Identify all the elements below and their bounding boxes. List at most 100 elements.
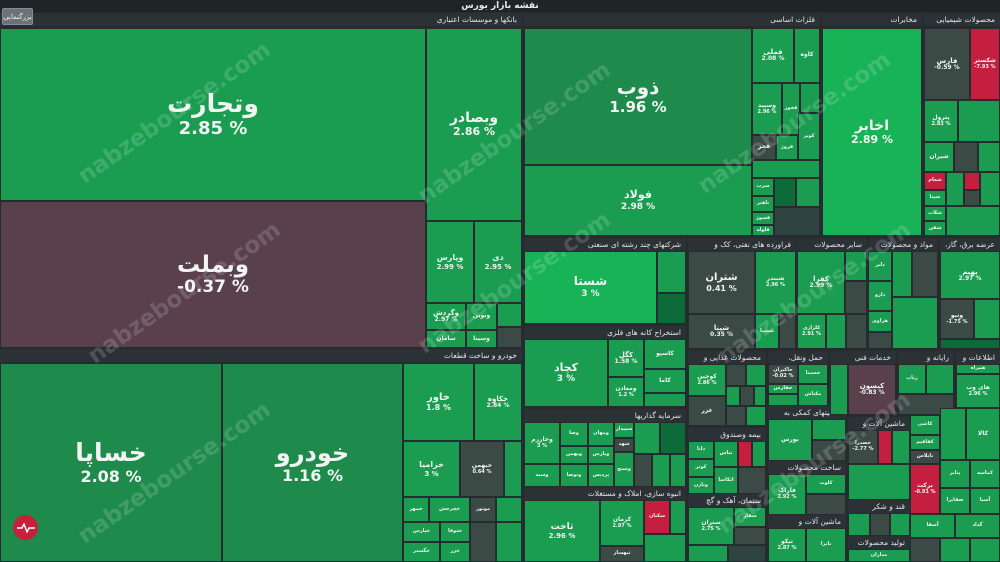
- small-tile[interactable]: [980, 172, 1000, 206]
- tile-vmaaden[interactable]: ومعادن 1.2 %: [608, 377, 644, 407]
- tile-faras[interactable]: فارس -0.59 %: [924, 28, 970, 100]
- tile-shesta[interactable]: شستا 3 %: [524, 251, 657, 324]
- sector-header-metals[interactable]: فلزات اساسی: [524, 13, 820, 26]
- small-tile[interactable]: [826, 314, 846, 349]
- tile-shsepa[interactable]: شسپا: [755, 314, 779, 349]
- tile-dalbar[interactable]: دلبر: [868, 251, 892, 281]
- tile-vsanj[interactable]: وسنج: [614, 452, 634, 487]
- tile-bnas[interactable]: بناس: [714, 441, 738, 467]
- small-tile[interactable]: [912, 251, 938, 297]
- tile-vsa[interactable]: وصا: [560, 422, 588, 446]
- small-tile[interactable]: [890, 513, 910, 536]
- tile-khmohr[interactable]: خمهر: [403, 497, 429, 522]
- tile-shlab[interactable]: شلاب: [924, 206, 946, 221]
- tile-sfar[interactable]: سفار: [734, 507, 766, 527]
- tile-darou[interactable]: دارو: [868, 281, 892, 311]
- tile-pardis[interactable]: پردیس: [588, 464, 614, 487]
- tile-kerman[interactable]: کرمان 2.97 %: [600, 500, 644, 546]
- tile-khsapa[interactable]: خساپا 2.08 %: [0, 363, 222, 562]
- tile-hway[interactable]: های وب 2.96 %: [956, 374, 1000, 408]
- tile-sakenan[interactable]: سکنان: [644, 500, 670, 534]
- small-tile[interactable]: [812, 440, 846, 461]
- tile-khtoogha[interactable]: ختوقا: [440, 522, 470, 542]
- tile-bahonar[interactable]: باهنر: [752, 196, 774, 212]
- tile-kfra[interactable]: کفرا 2.99 %: [797, 251, 845, 314]
- sector-header-ceramic[interactable]: ساخت محصولات: [768, 461, 846, 474]
- small-tile[interactable]: [830, 364, 848, 415]
- tile-mktash[interactable]: مکتاش: [798, 384, 828, 406]
- tile-tiko[interactable]: تیکو 2.87 %: [768, 528, 806, 562]
- tile-froz[interactable]: فروژ: [776, 135, 798, 160]
- tile-floleh[interactable]: فلوله: [752, 225, 774, 236]
- tile-bors[interactable]: بورس: [768, 419, 812, 461]
- sector-header-investment[interactable]: سرمایه گذاریها: [524, 409, 686, 422]
- tile-kavir[interactable]: کویر: [798, 113, 820, 160]
- tile-vtazen[interactable]: وتازن: [688, 477, 714, 494]
- tile-shegostar[interactable]: شکستر -7.93 %: [970, 28, 1000, 100]
- tile-khpars[interactable]: خپارس: [403, 522, 440, 542]
- tile-kaveh[interactable]: کاوه: [794, 28, 820, 83]
- tile-khgostar[interactable]: خگستر: [403, 542, 440, 562]
- tile-kamaseh[interactable]: کماسه: [970, 460, 1000, 488]
- small-tile[interactable]: [660, 422, 686, 454]
- tile-klazazi[interactable]: کلزازی 2.91 %: [797, 314, 826, 349]
- small-tile[interactable]: [870, 513, 890, 536]
- sector-header-refinery[interactable]: فراورده های نفتی، کک و: [688, 238, 796, 251]
- small-tile[interactable]: [892, 297, 938, 349]
- tile-ratap[interactable]: رتاپ: [898, 364, 926, 394]
- small-tile[interactable]: [754, 386, 766, 406]
- tile-hsina[interactable]: حسینا: [798, 364, 828, 384]
- small-tile[interactable]: [845, 281, 867, 314]
- tile-kama[interactable]: کاما: [644, 369, 686, 393]
- sector-header-machinery[interactable]: ماشین آلات و: [848, 417, 910, 430]
- small-tile[interactable]: [892, 251, 912, 297]
- small-tile[interactable]: [774, 178, 796, 207]
- small-tile[interactable]: [940, 408, 966, 460]
- small-tile[interactable]: [848, 464, 910, 500]
- sector-header-radio[interactable]: رایانه و: [898, 351, 954, 364]
- sector-header-transport2[interactable]: حمل ونقل،: [768, 351, 828, 364]
- tile-safaira[interactable]: صفایرا: [940, 488, 970, 514]
- tile-shahd[interactable]: شهد: [614, 438, 634, 452]
- small-tile[interactable]: [812, 419, 846, 440]
- small-tile[interactable]: [779, 314, 796, 349]
- tile-hfaras[interactable]: حفارس: [768, 384, 798, 394]
- small-tile[interactable]: [796, 178, 820, 207]
- tile-khzar[interactable]: خزر: [440, 542, 470, 562]
- small-tile[interactable]: [728, 545, 766, 562]
- tile-vtoosa[interactable]: وتوصا: [560, 464, 588, 487]
- sector-header-auto[interactable]: خودرو و ساخت قطعات: [0, 349, 522, 362]
- small-tile[interactable]: [958, 100, 1000, 142]
- tile-thbehsaz[interactable]: ثبهساز: [600, 546, 644, 562]
- sector-header-insurance[interactable]: بیمه وصندوق: [688, 428, 766, 441]
- tile-khcharkhesh[interactable]: خچرخش: [429, 497, 470, 522]
- tile-fameli[interactable]: فملی 2.08 %: [752, 28, 794, 83]
- tile-vnovin[interactable]: ونوین: [466, 303, 497, 330]
- tile-behpam[interactable]: بهپم 2.97 %: [940, 251, 1000, 299]
- tile-sarb[interactable]: سرب: [752, 178, 774, 196]
- small-tile[interactable]: [497, 303, 522, 327]
- small-tile[interactable]: [726, 364, 746, 386]
- tile-atkasa[interactable]: اتکاسا: [714, 467, 738, 494]
- small-tile[interactable]: [644, 534, 686, 562]
- small-tile[interactable]: [892, 430, 910, 464]
- small-tile[interactable]: [946, 206, 1000, 236]
- small-tile[interactable]: [940, 538, 970, 562]
- small-tile[interactable]: [740, 386, 754, 406]
- tile-hakiran[interactable]: حاکیران -0.02 %: [768, 364, 798, 384]
- tile-vtabo[interactable]: وتبو -1.75 %: [940, 299, 974, 339]
- tile-saman[interactable]: سامان: [426, 330, 466, 348]
- small-tile[interactable]: [670, 454, 686, 487]
- tile-vmehrgan[interactable]: ومهان: [588, 422, 614, 446]
- sector-header-sugar[interactable]: قند و شکر: [848, 500, 910, 513]
- tile-ghazr[interactable]: غزر: [688, 396, 726, 426]
- tile-shatran[interactable]: شتران 0.41 %: [688, 251, 755, 314]
- small-tile[interactable]: [738, 467, 766, 494]
- small-tile[interactable]: [910, 538, 940, 562]
- tile-gedad[interactable]: گداد: [955, 514, 1000, 538]
- tile-shagham[interactable]: شغام: [924, 172, 946, 190]
- tile-shiran[interactable]: شیران: [924, 142, 954, 172]
- small-tile[interactable]: [752, 160, 820, 178]
- tile-petrol[interactable]: پترول 2.83 %: [924, 100, 958, 142]
- tile-vsepahan[interactable]: وسپید 2.96 %: [752, 83, 782, 135]
